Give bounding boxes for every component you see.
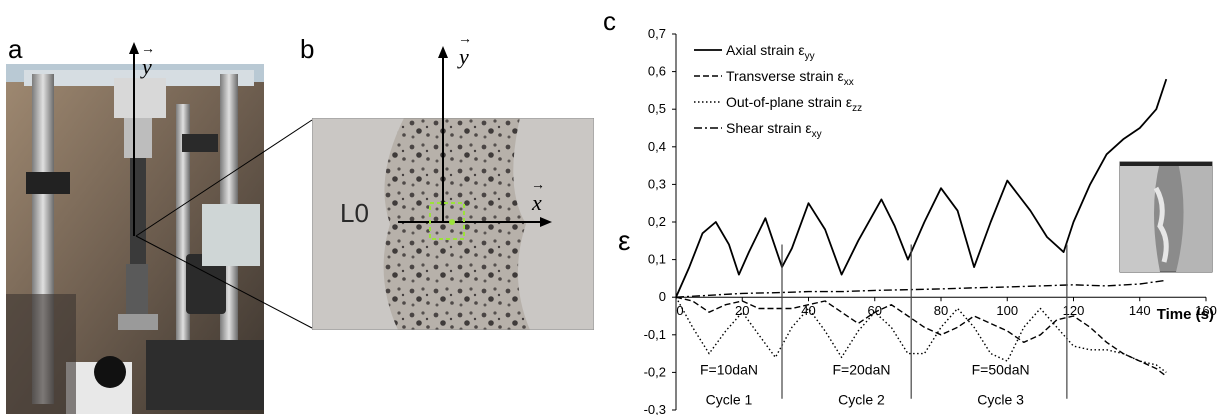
y-tick-label: 0,6 — [648, 64, 666, 79]
y-tick-label: -0,1 — [644, 327, 666, 342]
legend-entry-yy: Axial strain εyy — [726, 42, 815, 62]
y-tick-label: 0,1 — [648, 252, 666, 267]
legend-entry-zz: Out-of-plane strain εzz — [726, 94, 862, 114]
y-tick-label: -0,3 — [644, 402, 666, 415]
y-vector-arrow-icon: → — [458, 32, 472, 47]
photo-a-y-label: → y — [141, 42, 155, 79]
legend-entry-xy: Shear strain εxy — [726, 120, 822, 140]
y-tick-label: 0,7 — [648, 26, 666, 41]
photo-b-y-label: → y — [458, 32, 472, 69]
series-line-xx — [675, 296, 1167, 377]
gauge-length-label: L0 — [340, 198, 369, 228]
cycle-load-label: F=10daN — [700, 361, 758, 377]
x-vector-arrow-icon: → — [531, 178, 545, 193]
series-line-xy — [675, 279, 1167, 298]
y-tick-label: 0,3 — [648, 176, 666, 191]
series-line-yy — [675, 78, 1168, 298]
photo-axes — [129, 42, 552, 240]
x-tick-label: 100 — [996, 303, 1018, 318]
x-tick-label: 20 — [735, 303, 749, 318]
panel-letter-a: a — [8, 34, 23, 64]
x-tick-label: 160 — [1195, 303, 1217, 318]
y-tick-label: 0,5 — [648, 101, 666, 116]
x-tick-label: 120 — [1063, 303, 1085, 318]
cycle-load-label: F=20daN — [833, 361, 891, 377]
x-tick-label: 40 — [801, 303, 815, 318]
cycle-load-label: F=50daN — [972, 361, 1030, 377]
y-axis-label: ε — [618, 225, 630, 256]
zoom-connector — [135, 119, 313, 329]
legend-entry-xx: Transverse strain εxx — [726, 68, 854, 88]
x-tick-label: 0 — [676, 303, 683, 318]
x-tick-label: 60 — [868, 303, 882, 318]
y-vector-arrow-icon: → — [141, 42, 155, 57]
y-tick-label: 0 — [659, 289, 666, 304]
y-tick-label: 0,4 — [648, 139, 666, 154]
strain-chart: 0,7 0,6 0,5 0,4 0,3 0,2 0,1 0 -0,1 -0,2 -0,3 0 20 40 6… — [618, 26, 1217, 415]
x-tick-label: 140 — [1129, 303, 1151, 318]
cycle-number-label: Cycle 2 — [838, 391, 885, 407]
photo-b-x-label: → x — [531, 178, 545, 215]
x-axis-label: Time (s) — [1157, 306, 1214, 323]
panel-letter-c: c — [603, 6, 616, 36]
y-tick-label: 0,2 — [648, 214, 666, 229]
panel-letter-b: b — [300, 34, 315, 64]
x-tick-label: 80 — [934, 303, 948, 318]
cycle-number-label: Cycle 3 — [977, 391, 1024, 407]
y-tick-label: -0,2 — [644, 364, 666, 379]
cycle-number-label: Cycle 1 — [706, 391, 753, 407]
failed-specimen-inset — [1119, 161, 1213, 273]
